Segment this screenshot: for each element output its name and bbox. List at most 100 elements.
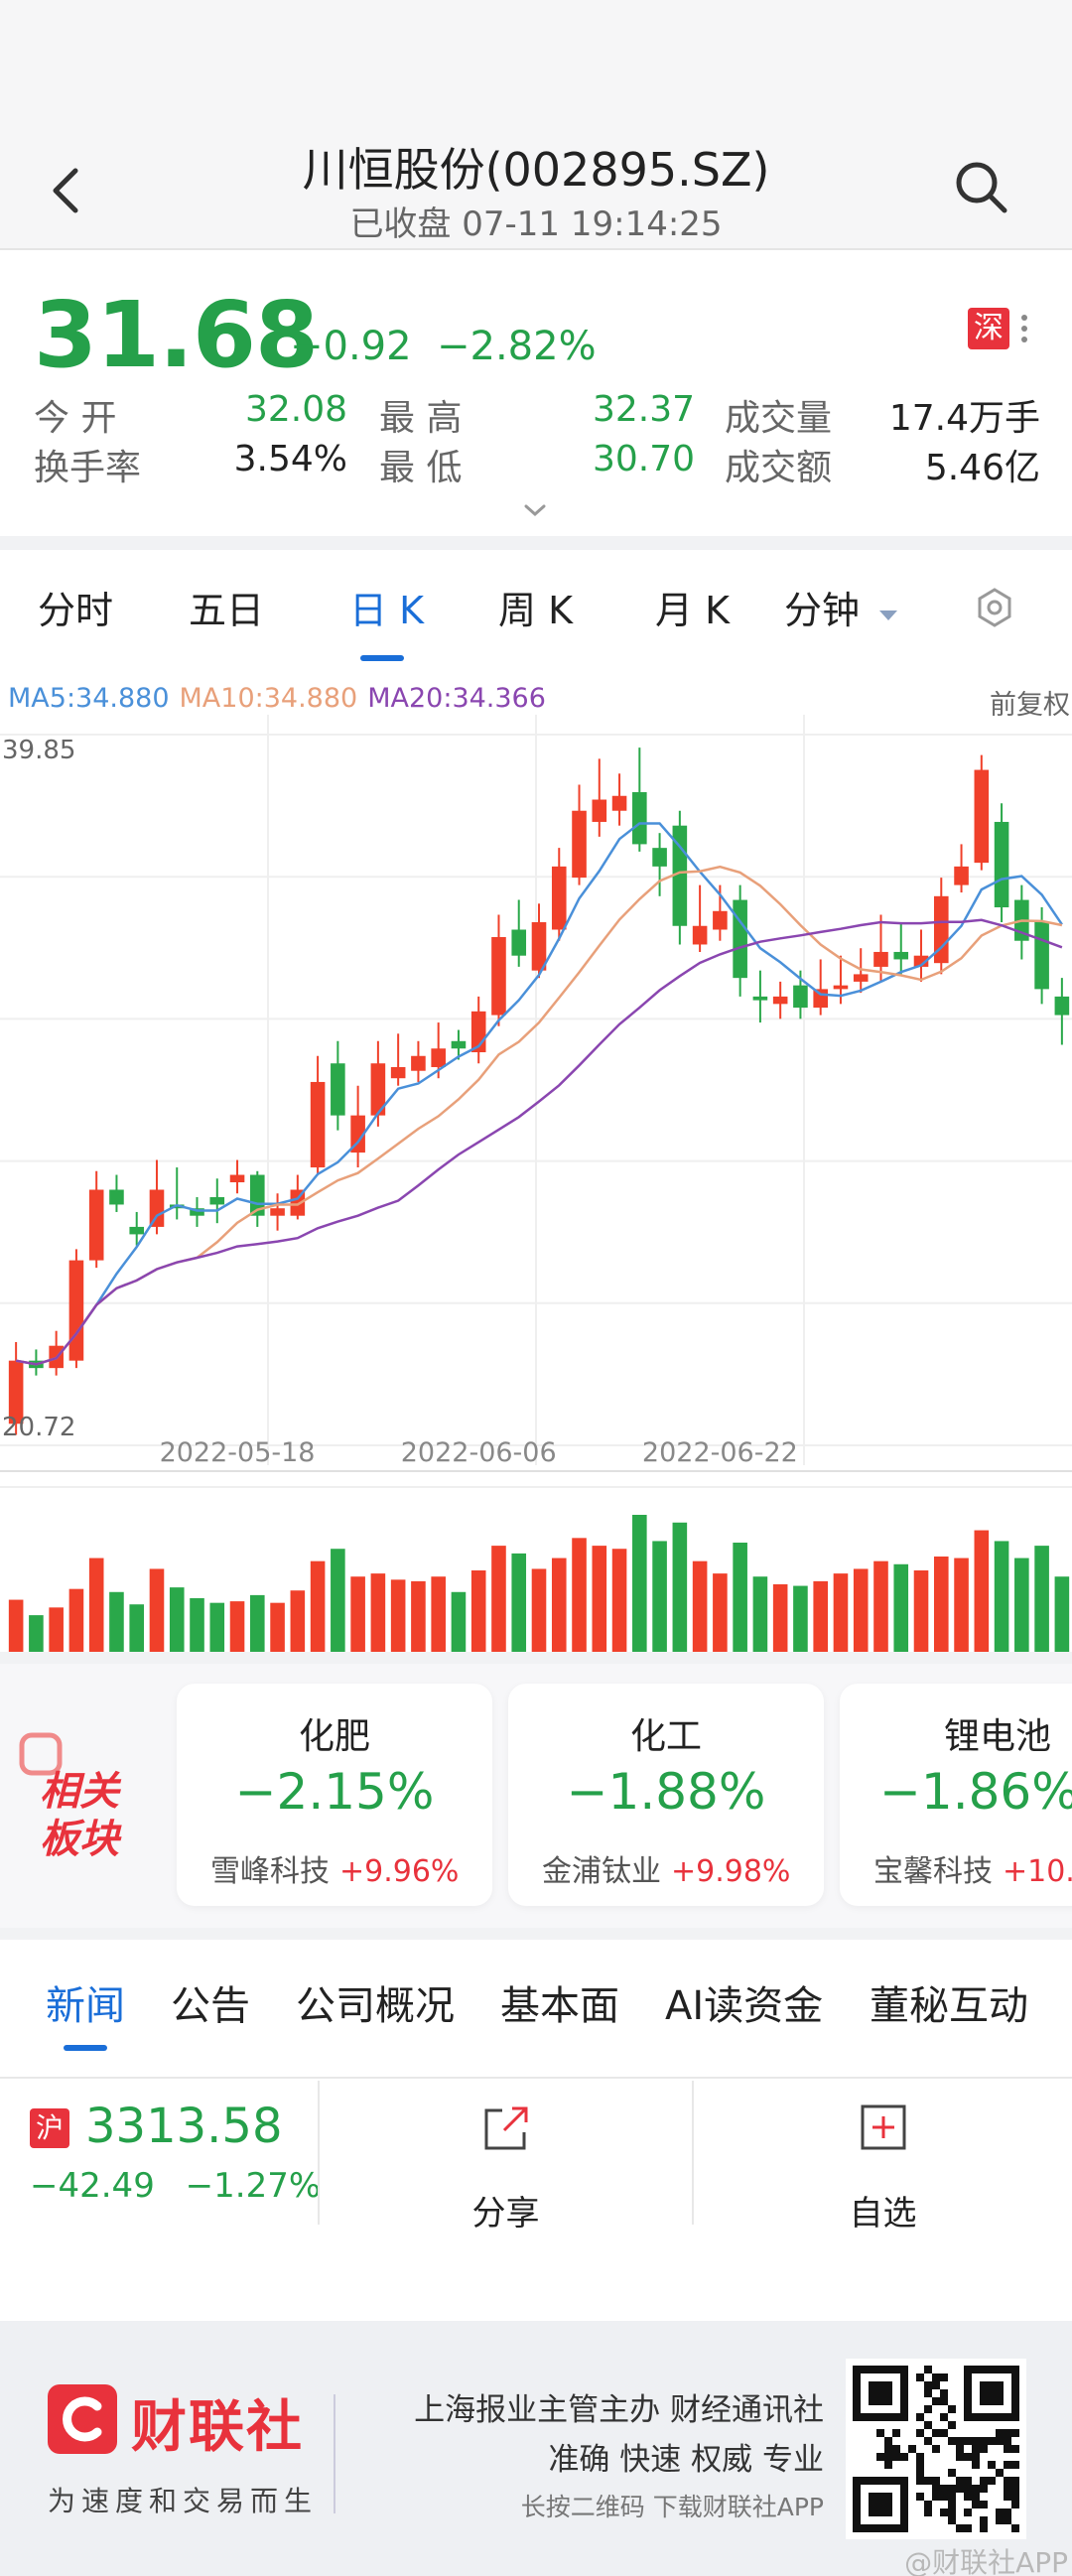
tab-weekly-k[interactable]: 周 K [498, 589, 573, 632]
qr-module [932, 2397, 940, 2405]
volume-bar [250, 1594, 265, 1654]
volume-bar [551, 1558, 567, 1654]
share-label: 分享 [471, 2194, 540, 2234]
volume-bar [431, 1576, 446, 1654]
add-watchlist-button[interactable]: 自选 [694, 2081, 1072, 2239]
qr-module [1004, 2485, 1011, 2493]
tab-intraday[interactable]: 分时 [38, 589, 114, 632]
qr-module [972, 2461, 980, 2469]
candle-body [692, 925, 708, 945]
index-value: 3313.58 [85, 2099, 283, 2154]
qr-module [916, 2461, 924, 2469]
qr-module [1011, 2485, 1019, 2493]
price-adjust-toggle[interactable]: 前复权 [990, 690, 1070, 721]
sector-card-chemical[interactable]: 化工 −1.88% 金浦钛业 +9.98% [508, 1684, 824, 1906]
ma20-line [15, 918, 1063, 1366]
sector-change: −1.88% [566, 1763, 766, 1821]
tab-news[interactable]: 新闻 [46, 1983, 125, 2029]
candle-body [109, 1189, 124, 1205]
qr-module [932, 2477, 940, 2485]
cls-logo-icon [48, 2384, 117, 2454]
volume-bar [331, 1549, 345, 1654]
ma-legend: MA5:34.880 MA10:34.880 MA20:34.366 [8, 683, 546, 714]
qr-module [1011, 2493, 1019, 2501]
section-divider [0, 1652, 1072, 1664]
qr-module [980, 2524, 988, 2532]
qr-module [916, 2413, 924, 2421]
tab-minute[interactable]: 分钟 [784, 580, 899, 634]
footer-download-hint: 长按二维码 下载财联社APP [520, 2493, 824, 2521]
qr-module [1011, 2445, 1019, 2453]
candle-body [1054, 996, 1070, 1016]
tab-minute-label: 分钟 [784, 589, 861, 632]
candle-body [933, 895, 949, 964]
qr-module [980, 2477, 988, 2485]
tab-ai-capital[interactable]: AI读资金 [665, 1983, 824, 2029]
qr-module [980, 2485, 988, 2493]
candle-body [451, 1040, 467, 1049]
candle-body [611, 795, 627, 811]
tab-fundamentals[interactable]: 基本面 [500, 1983, 619, 2029]
settings-icon[interactable] [973, 586, 1016, 629]
kline-chart[interactable]: 2022-05-18 2022-06-06 2022-06-22 39.85 20.7… [0, 669, 1072, 1662]
volume-bar [470, 1570, 486, 1654]
more-vertical-icon[interactable] [1016, 308, 1032, 349]
x-axis-tick-label: 2022-06-22 [642, 1437, 798, 1468]
candle-body [994, 821, 1009, 908]
volume-bar [632, 1515, 647, 1654]
share-icon [484, 2106, 528, 2150]
volume-bar [169, 1587, 185, 1654]
qr-code-image[interactable] [846, 2359, 1026, 2539]
tab-secretary-qa[interactable]: 董秘互动 [870, 1983, 1028, 2029]
volume-bar [1014, 1558, 1029, 1654]
sector-card-fertilizer[interactable]: 化肥 −2.15% 雪峰科技 +9.96% [177, 1684, 492, 1906]
sectors-logo-line1: 相关 [40, 1769, 119, 1815]
qr-module [948, 2516, 956, 2524]
candle-body [129, 1226, 145, 1235]
chevron-down-icon[interactable] [520, 500, 550, 520]
tab-monthly-k[interactable]: 月 K [655, 589, 730, 632]
qr-module [892, 2429, 900, 2437]
volume-bar [531, 1568, 547, 1654]
qr-module [988, 2461, 996, 2469]
tab-company-profile[interactable]: 公司概况 [296, 1983, 455, 2029]
sector-leading-stock: 雪峰科技 +9.96% [210, 1846, 459, 1890]
sector-change: −2.15% [234, 1763, 435, 1821]
share-button[interactable]: 分享 [320, 2081, 692, 2239]
candle-body [713, 910, 728, 930]
footer-publisher: 上海报业主管主办 财经通讯社 [414, 2392, 824, 2428]
qr-module [956, 2445, 964, 2453]
qr-module [972, 2445, 980, 2453]
index-ticker[interactable]: 沪 3313.58 −42.49 −1.27% [0, 2081, 321, 2239]
watermark: @财联社APP [904, 2546, 1068, 2576]
candle-body [793, 985, 808, 1009]
qr-module [1004, 2516, 1011, 2524]
volume-bar [411, 1580, 426, 1654]
tab-daily-k[interactable]: 日 K [349, 589, 424, 632]
caret-down-icon [879, 610, 898, 620]
ma5-label: MA5:34.880 [8, 683, 170, 714]
sector-card-lithium-battery[interactable]: 锂电池 −1.86% 宝馨科技 +10.0 [840, 1684, 1072, 1906]
candle-body [652, 848, 667, 867]
tab-announcements[interactable]: 公告 [171, 1983, 250, 2029]
qr-finder-core [980, 2381, 1004, 2405]
qr-module [916, 2373, 924, 2381]
tab-five-day[interactable]: 五日 [189, 589, 265, 632]
y-axis-top-label: 39.85 [2, 736, 75, 765]
qr-module [1011, 2501, 1019, 2508]
qr-module [1011, 2477, 1019, 2485]
ma20-label: MA20:34.366 [367, 683, 546, 714]
amount-label: 成交额 [725, 448, 833, 488]
qr-module [972, 2485, 980, 2493]
shanghai-badge: 沪 [30, 2108, 69, 2148]
back-button[interactable] [40, 149, 99, 228]
qr-module [948, 2493, 956, 2501]
volume-bar [733, 1543, 747, 1654]
volume-label: 成交量 [725, 398, 833, 439]
qr-module [924, 2389, 932, 2397]
qr-module [892, 2445, 900, 2453]
qr-module [940, 2493, 948, 2501]
qr-module [980, 2445, 988, 2453]
search-button[interactable] [943, 149, 1022, 228]
qr-module [1004, 2445, 1011, 2453]
